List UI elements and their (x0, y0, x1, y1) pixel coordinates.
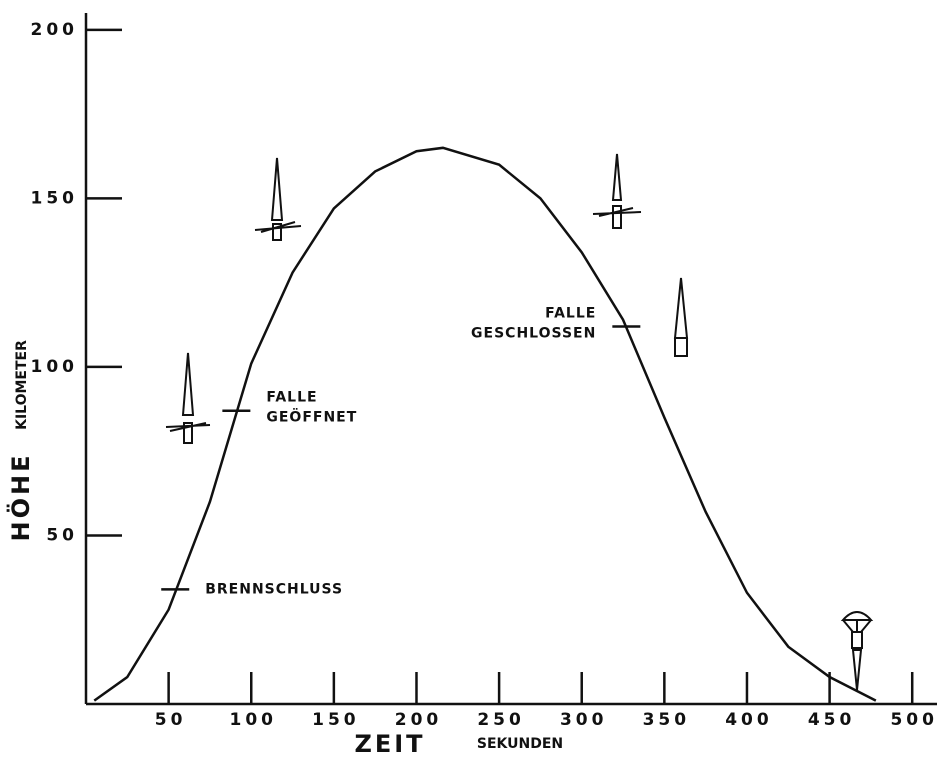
icons (165, 153, 874, 691)
rocket-icon (165, 352, 211, 444)
y-tick-label: 50 (46, 525, 78, 545)
rocket-icon (592, 153, 642, 229)
annotation: GEÖFFNET (266, 408, 357, 426)
x-tick-label: 300 (560, 710, 608, 730)
x-tick-label: 100 (229, 710, 277, 730)
x-tick-label: 500 (890, 710, 938, 730)
x-tick-label: 450 (808, 710, 856, 730)
y-axis-label: HÖHE (5, 453, 35, 542)
parachute-icon (840, 611, 874, 691)
x-tick-label: 200 (395, 710, 443, 730)
y-tick-label: 150 (31, 188, 79, 208)
x-axis-unit: SEKUNDEN (477, 736, 563, 752)
y-axis-unit: KILOMETER (14, 340, 30, 430)
x-tick-label: 150 (312, 710, 360, 730)
rocket-icon (254, 157, 302, 241)
annotation: BRENNSCHLUSS (205, 581, 343, 597)
altitude-line (93, 146, 877, 702)
x-axis-label: ZEIT (354, 730, 425, 758)
x-tick-label: 250 (477, 710, 525, 730)
annotation: GESCHLOSSEN (471, 325, 596, 341)
annotation: FALLE (545, 305, 596, 321)
y-tick-label: 200 (31, 20, 79, 40)
x-tick-label: 350 (643, 710, 691, 730)
annotation: FALLE (266, 390, 317, 406)
x-tick-label: 400 (725, 710, 773, 730)
y-tick-label: 100 (31, 357, 79, 377)
x-tick-label: 50 (155, 710, 187, 730)
rocket-icon (673, 277, 689, 357)
